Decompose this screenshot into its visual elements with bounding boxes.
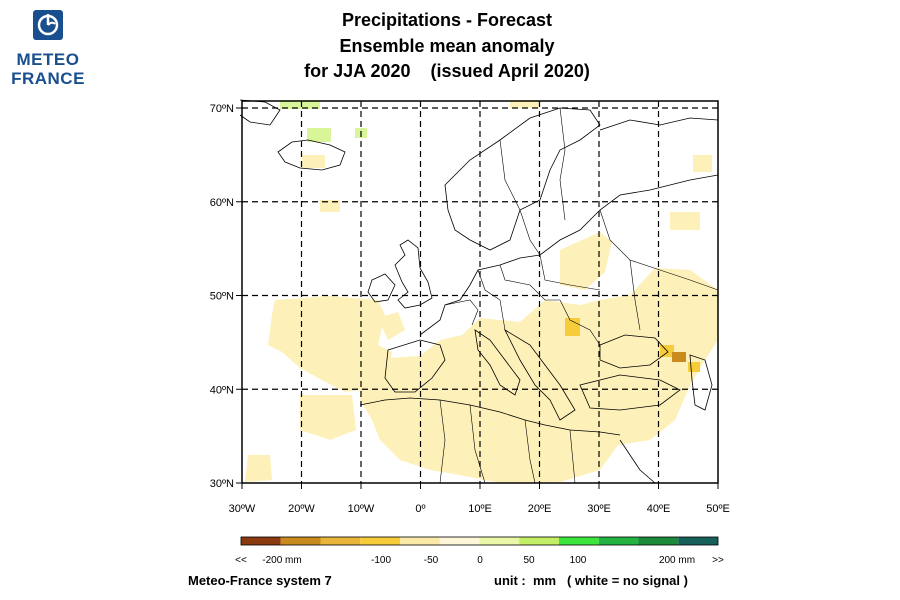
coastline-italy — [474, 329, 521, 396]
graticule — [236, 101, 719, 489]
colorbar — [240, 536, 719, 546]
colorbar-swatch — [439, 537, 480, 545]
colorbar-label: 200 mm — [659, 555, 695, 566]
coastline-caspian — [689, 354, 713, 411]
anomaly-patches-wet — [280, 100, 367, 142]
coastline-north-africa — [359, 397, 621, 436]
coastline-turkey — [579, 374, 681, 411]
unit-note: unit : mm ( white = no signal ) — [494, 573, 688, 588]
lat-label: 50ºN — [210, 291, 234, 303]
coastline-black-sea — [599, 334, 669, 369]
country-borders — [439, 107, 719, 484]
colorbar-swatch — [598, 537, 639, 545]
colorbar-swatch — [280, 537, 321, 545]
colorbar-label: 0 — [477, 555, 483, 566]
map-frame — [241, 100, 719, 484]
lon-label: 40ºE — [647, 503, 671, 515]
lat-label: 60ºN — [210, 197, 234, 209]
colorbar-label: -200 mm — [262, 555, 301, 566]
coastlines — [239, 99, 719, 484]
title-line-1: Precipitations - Forecast — [341, 10, 553, 30]
colorbar-label: -100 — [371, 555, 391, 566]
anomaly-patch-caucasus-c — [688, 362, 700, 372]
colorbar-swatch — [678, 537, 718, 545]
colorbar-swatch — [241, 537, 281, 545]
anomaly-patch-uk — [378, 312, 405, 340]
lon-label: 20ºE — [528, 503, 552, 515]
model-system-label: Meteo-France system 7 — [188, 573, 332, 588]
anomaly-patch-caucasus-b — [672, 352, 686, 362]
logo-text-meteo: METEO — [16, 50, 80, 69]
lon-label: 0º — [415, 503, 425, 515]
coastline-balkans — [504, 328, 576, 421]
anomaly-patch-iceland — [302, 155, 325, 168]
anomaly-patch-ural — [693, 155, 712, 172]
anomaly-patch-norway-sea — [320, 200, 340, 212]
coastline-greenland — [239, 99, 281, 126]
anomaly-patch-wet-iceland — [307, 128, 331, 142]
colorbar-label: 100 — [570, 555, 587, 566]
lon-label: 10ºE — [468, 503, 492, 515]
title-line-3: for JJA 2020 (issued April 2020) — [304, 61, 590, 81]
anomaly-patch-romania — [565, 318, 580, 336]
colorbar-swatch — [400, 537, 440, 545]
colorbar-swatch — [638, 537, 679, 545]
coastline-scandinavia — [444, 107, 601, 251]
anomaly-patch-east-europe — [560, 232, 612, 290]
coastline-continent — [419, 174, 719, 336]
colorbar-label: 50 — [523, 555, 535, 566]
meteo-france-logo-icon — [33, 10, 63, 40]
colorbar-swatch — [479, 537, 520, 545]
coastline-uk — [394, 239, 433, 309]
lon-label: 10ºW — [348, 503, 375, 515]
lon-label: 30ºE — [587, 503, 611, 515]
coastline-ireland — [367, 273, 396, 303]
title-line-2: Ensemble mean anomaly — [339, 36, 555, 56]
anomaly-patch-wet-greenland — [280, 100, 320, 109]
anomaly-patch-nw-russia — [670, 212, 700, 230]
coastline-red-sea — [619, 439, 656, 484]
colorbar-label: -50 — [424, 555, 439, 566]
colorbar-outline — [240, 536, 719, 546]
anomaly-patch-arctic — [510, 100, 540, 108]
coastline-iceland — [277, 139, 346, 171]
longitude-labels: 30ºW 20ºW 10ºW 0º 10ºE 20ºE 30ºE 40ºE 50ºE — [229, 503, 730, 515]
colorbar-swatch — [519, 537, 559, 545]
lat-label: 70ºN — [210, 103, 234, 115]
anomaly-patch-morocco — [435, 430, 485, 475]
colorbar-label: >> — [712, 555, 724, 566]
latitude-labels: 70ºN 60ºN 50ºN 40ºN 30ºN — [210, 103, 234, 490]
lon-label: 30ºW — [229, 503, 256, 515]
anomaly-patch-west-sahara — [300, 395, 356, 440]
colorbar-swatch — [320, 537, 361, 545]
lat-label: 30ºN — [210, 478, 234, 490]
anomaly-patch-sw-corner — [245, 455, 272, 482]
anomaly-patches — [245, 100, 718, 483]
meteo-france-logo: METEO FRANCE — [8, 10, 88, 92]
coastline-iberia — [384, 339, 446, 393]
lat-label: 40ºN — [210, 384, 234, 396]
coastline-svalbard-kola — [599, 117, 719, 131]
colorbar-swatch — [360, 537, 400, 545]
logo-text-france: FRANCE — [11, 69, 85, 88]
colorbar-label: << — [235, 555, 247, 566]
colorbar-labels: << -200 mm -100 -50 0 50 100 200 mm >> — [235, 555, 724, 566]
colorbar-swatch — [559, 537, 599, 545]
lon-label: 50ºE — [706, 503, 730, 515]
lon-label: 20ºW — [288, 503, 315, 515]
